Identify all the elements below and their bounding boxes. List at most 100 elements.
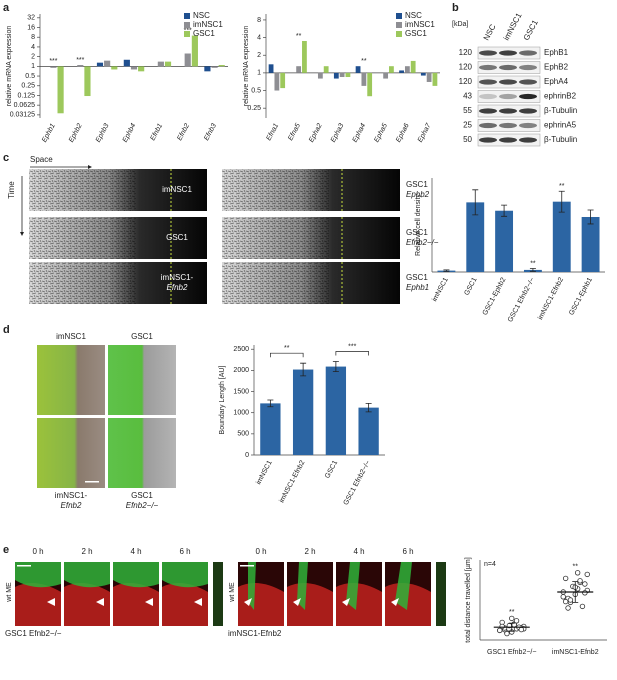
blot-band <box>479 122 497 129</box>
panel-label: e <box>3 544 9 556</box>
bar <box>355 66 361 73</box>
blot-band <box>499 50 517 56</box>
blot-band <box>519 108 537 114</box>
scale-bar <box>240 565 254 567</box>
image-label: Efnb2−/− <box>126 501 159 510</box>
arrowhead <box>244 598 252 606</box>
x-tick-label: imNSC1 <box>431 276 449 302</box>
significance: ** <box>530 260 536 267</box>
x-tick-label: GSC1-Ephb2 <box>482 276 508 316</box>
red-cells <box>162 583 208 626</box>
x-tick-label: Efnb2 <box>176 122 191 142</box>
y-tick-label: 2000 <box>233 367 249 374</box>
point <box>497 627 503 634</box>
bar <box>138 66 145 72</box>
image-label: GSC1 <box>131 491 153 500</box>
bar <box>57 66 64 114</box>
lane-label: GSC1 <box>522 18 540 42</box>
panel-label: c <box>3 152 9 164</box>
y-tick-label: 32 <box>27 15 35 22</box>
error-bar <box>365 402 372 413</box>
x-tick-label: Epha7 <box>417 122 433 144</box>
bar <box>339 72 345 78</box>
point <box>574 570 581 576</box>
x-tick-label: GSC1 Efnb2−/− <box>487 649 536 656</box>
image-label: GSC1 <box>166 233 188 242</box>
bar <box>211 66 218 68</box>
y-tick-label: 1500 <box>233 388 249 395</box>
image-caption: GSC1 Efnb2−/− <box>5 629 62 638</box>
arrowhead <box>293 598 301 606</box>
image-label: GSC1 <box>131 332 153 341</box>
x-tick-label: Ephb1 <box>41 122 57 143</box>
legend-label: NSC <box>193 11 210 20</box>
bar <box>123 59 130 67</box>
panel-c-arrows <box>20 165 92 236</box>
y-tick-label: 0.0625 <box>14 102 36 109</box>
bar <box>361 72 367 86</box>
bar <box>432 72 438 86</box>
bar <box>466 202 485 272</box>
side-label: wt ME <box>6 582 13 603</box>
y-tick-label: 0.5 <box>251 87 261 94</box>
bar <box>111 66 118 70</box>
point <box>504 630 510 637</box>
error-bar <box>300 362 307 377</box>
image-label: Ephb1 <box>406 283 429 292</box>
x-tick-label: Efnb1 <box>149 122 164 142</box>
legend-label: imNSC1 <box>405 20 435 29</box>
y-tick-label: 1000 <box>233 410 249 417</box>
blot-band <box>479 93 497 100</box>
x-tick-label: GSC1-Ephb1 <box>568 276 594 316</box>
bar <box>358 407 379 455</box>
bar <box>367 72 373 97</box>
comparison-bracket <box>335 351 369 356</box>
legend-swatch <box>396 22 402 28</box>
bar <box>260 403 281 455</box>
y-axis-label: total distance travelled [µm] <box>465 557 472 642</box>
blot-band <box>519 79 537 85</box>
lane-label: NSC <box>482 23 498 42</box>
y-tick-label: 2 <box>31 53 35 60</box>
x-tick-label: imNSC1-Efnb2 <box>552 649 599 656</box>
x-tick-label: Epha6 <box>395 122 411 143</box>
bar <box>164 61 172 67</box>
bar <box>581 216 600 272</box>
blot-band <box>499 137 517 143</box>
point <box>579 603 586 610</box>
kda-label: 50 <box>463 135 472 144</box>
x-tick-label: GSC1 Efnb2−/− <box>343 460 372 507</box>
kda-label: 25 <box>463 121 472 130</box>
y-tick-label: 0.25 <box>247 105 261 112</box>
bar <box>399 70 404 73</box>
bar <box>157 61 164 67</box>
legend-swatch <box>184 22 190 28</box>
legend-swatch <box>184 13 190 19</box>
point <box>584 571 590 578</box>
legend-swatch <box>396 31 402 37</box>
scratch-texture <box>29 262 136 304</box>
kda-label: 120 <box>459 77 473 86</box>
image-label: Efnb2 <box>167 283 188 292</box>
time-label: 0 h <box>32 547 43 556</box>
image-label: GSC1 <box>406 228 428 237</box>
bar <box>495 210 514 272</box>
comparison-label: ** <box>284 345 290 352</box>
y-tick-label: 4 <box>31 44 35 51</box>
point <box>582 590 588 596</box>
x-tick-label: GSC1 <box>324 459 339 479</box>
side-strip <box>436 562 446 626</box>
image-label: Efnb2 <box>61 501 82 510</box>
y-tick-label: 2 <box>257 52 261 59</box>
y-tick-label: 1 <box>31 63 35 70</box>
red-cells <box>287 583 333 626</box>
image-label: Ephb2 <box>406 190 430 199</box>
error-bar <box>501 204 508 217</box>
x-tick-label: Efnb3 <box>203 122 218 142</box>
image-label: imNSC1 <box>56 332 86 341</box>
bar <box>333 72 339 79</box>
x-tick-label: Efna1 <box>265 122 280 142</box>
y-tick-label: 0.5 <box>25 73 35 80</box>
time-label: 6 h <box>179 547 190 556</box>
boundary-image <box>108 418 176 488</box>
